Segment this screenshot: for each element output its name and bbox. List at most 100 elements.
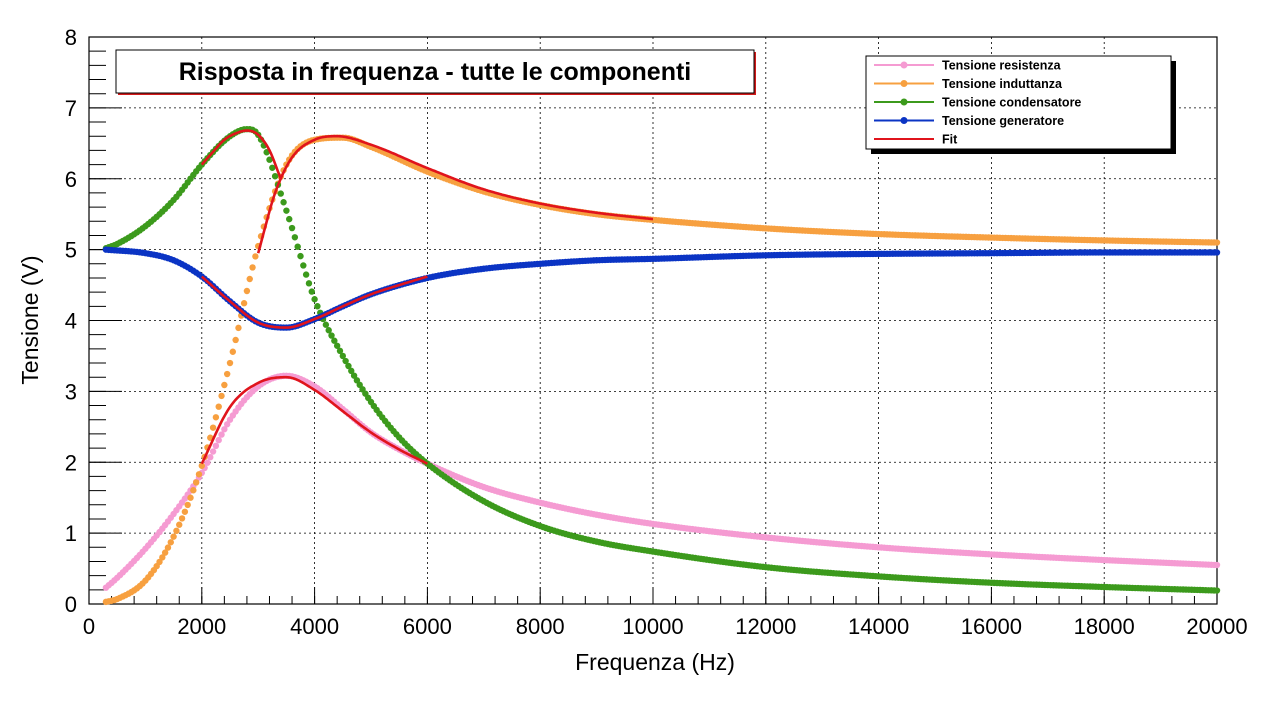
- data-point: [305, 280, 313, 287]
- data-point: [1213, 561, 1221, 569]
- data-point: [243, 287, 251, 295]
- x-tick-label: 2000: [177, 614, 226, 639]
- data-point: [215, 403, 222, 410]
- title-box: Risposta in frequenza - tutte le compone…: [115, 49, 756, 95]
- data-point: [209, 448, 217, 455]
- data-point: [195, 471, 203, 478]
- data-point: [246, 275, 253, 283]
- data-point: [277, 190, 284, 197]
- data-point: [176, 521, 183, 528]
- data-point: [223, 370, 231, 378]
- data-point: [226, 359, 234, 367]
- x-tick-label: 6000: [403, 614, 452, 639]
- y-tick-label: 8: [65, 25, 77, 50]
- data-point: [1213, 249, 1221, 256]
- legend-label: Tensione induttanza: [942, 77, 1063, 91]
- data-point: [173, 527, 180, 535]
- data-point: [297, 252, 304, 260]
- chart-title: Risposta in frequenza - tutte le compone…: [179, 58, 692, 86]
- data-point: [207, 453, 214, 461]
- data-point: [322, 321, 330, 328]
- x-tick-label: 8000: [516, 614, 565, 639]
- y-axis-title: Tensione (V): [17, 255, 43, 384]
- y-tick-label: 7: [65, 96, 77, 121]
- data-point: [348, 367, 355, 375]
- data-point: [252, 253, 259, 260]
- series-3: [102, 125, 1221, 594]
- x-tick-label: 12000: [735, 614, 796, 639]
- data-point: [221, 426, 228, 433]
- axis-ticks: 0 2000 4000 6000 8000 10000 12000 14000 16000 180…: [65, 25, 1248, 639]
- x-tick-label: 16000: [961, 614, 1022, 639]
- fit-curve-3: [256, 134, 654, 254]
- data-point: [1213, 239, 1221, 246]
- data-point: [240, 300, 248, 307]
- data-point: [302, 271, 310, 278]
- series-4: [102, 246, 1221, 331]
- data-point: [235, 324, 242, 332]
- y-tick-label: 3: [65, 379, 77, 404]
- data-point: [249, 264, 256, 271]
- data-point: [161, 549, 169, 556]
- data-point: [192, 479, 200, 486]
- legend-label: Tensione resistenza: [942, 59, 1062, 73]
- legend-marker: [900, 61, 908, 69]
- x-tick-label: 0: [83, 614, 95, 639]
- data-point: [300, 262, 307, 269]
- data-point: [190, 487, 197, 494]
- data-point: [164, 544, 172, 551]
- data-point: [221, 381, 228, 389]
- data-point: [159, 554, 166, 561]
- x-tick-label: 10000: [622, 614, 683, 639]
- series-1: [102, 372, 1221, 591]
- fit-layer: [200, 129, 654, 465]
- data-point: [283, 207, 290, 214]
- data-point: [212, 442, 220, 450]
- data-point: [181, 508, 189, 515]
- data-point: [291, 234, 299, 241]
- data-point: [288, 224, 296, 232]
- data-point: [198, 462, 205, 469]
- legend-marker: [900, 117, 908, 124]
- y-tick-label: 6: [65, 167, 77, 192]
- data-point: [328, 332, 335, 339]
- data-point: [184, 501, 191, 509]
- fit-curve-4: [200, 275, 428, 329]
- data-point: [223, 421, 231, 428]
- data-point: [1213, 587, 1221, 594]
- legend-marker: [900, 80, 908, 87]
- data-point: [218, 392, 225, 400]
- data-point: [350, 372, 358, 379]
- x-tick-label: 20000: [1186, 614, 1247, 639]
- data-point: [333, 342, 341, 349]
- data-point: [325, 327, 332, 334]
- legend: Tensione resistenza Tensione induttanza Te…: [865, 55, 1176, 154]
- series-layer: [102, 125, 1221, 606]
- x-tick-label: 4000: [290, 614, 339, 639]
- data-point: [280, 199, 287, 206]
- data-point: [232, 336, 239, 344]
- legend-label: Fit: [942, 133, 958, 147]
- data-point: [167, 539, 174, 546]
- legend-label: Tensione condensatore: [942, 96, 1081, 110]
- data-point: [215, 436, 222, 444]
- data-point: [187, 494, 194, 501]
- legend-marker: [900, 98, 908, 106]
- y-tick-label: 2: [65, 450, 77, 475]
- data-point: [178, 515, 186, 522]
- data-point: [212, 414, 220, 421]
- data-point: [308, 288, 315, 295]
- data-point: [218, 431, 225, 438]
- data-point: [294, 243, 301, 250]
- data-point: [204, 459, 211, 466]
- data-point: [286, 215, 293, 223]
- data-point: [209, 424, 217, 431]
- y-tick-label: 4: [65, 309, 77, 334]
- data-point: [314, 303, 321, 310]
- data-point: [345, 362, 352, 370]
- y-tick-label: 0: [65, 592, 77, 617]
- data-point: [331, 337, 338, 344]
- data-point: [339, 352, 346, 360]
- data-point: [336, 347, 344, 355]
